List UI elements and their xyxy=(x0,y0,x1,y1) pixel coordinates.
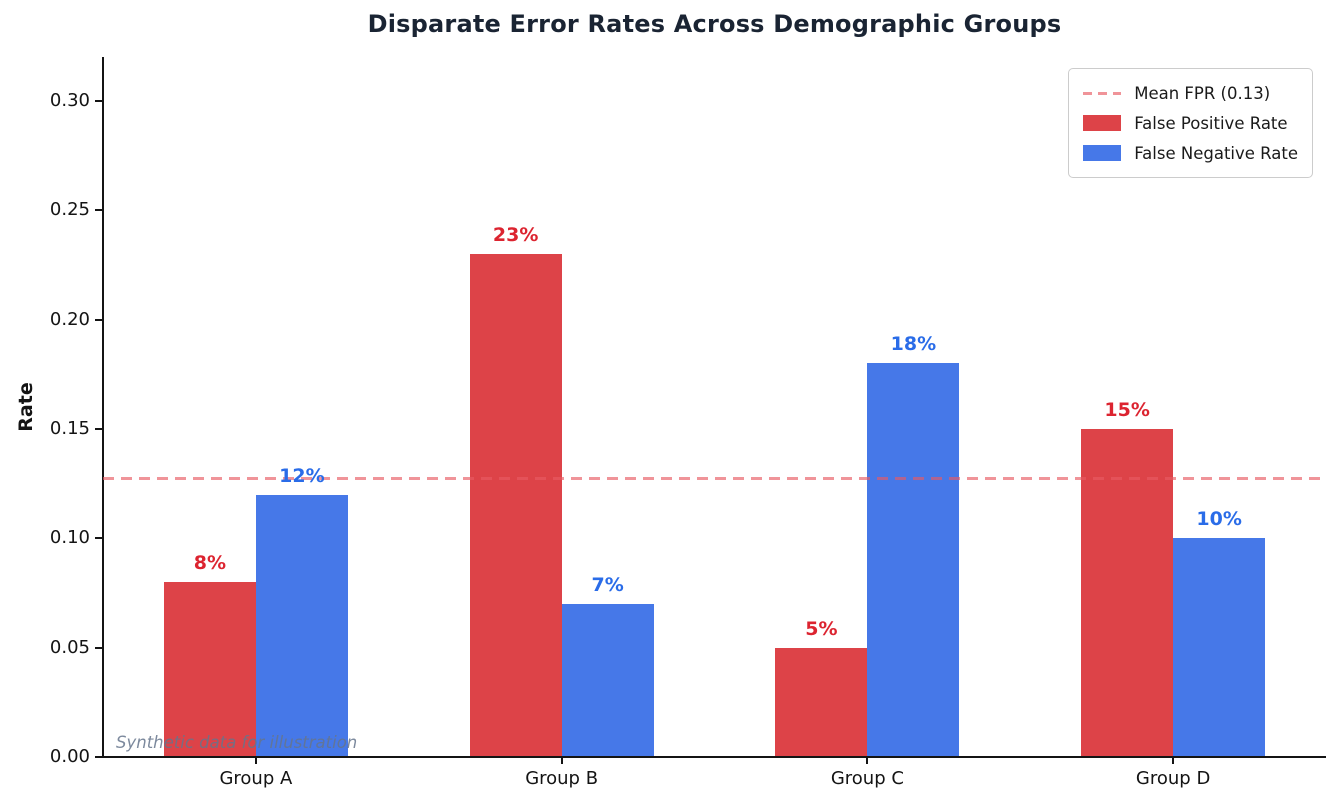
bar-false-positive-rate-group-a xyxy=(163,582,256,756)
bar-false-negative-rate-group-a xyxy=(255,494,348,756)
bar-false-positive-rate-group-b xyxy=(469,253,562,756)
y-tick-mark xyxy=(95,756,102,758)
bar-false-negative-rate-group-b xyxy=(561,603,654,756)
x-tick-mark xyxy=(866,758,869,764)
legend-label-false-negative-rate: False Negative Rate xyxy=(1134,143,1298,163)
bar-value-label-false-negative-rate-group-b: 7% xyxy=(591,573,624,596)
bar-value-label-false-positive-rate-group-d: 15% xyxy=(1104,398,1150,421)
x-tick-label-group-b: Group B xyxy=(525,768,599,789)
x-tick-label-group-d: Group D xyxy=(1135,768,1211,789)
annotation-note: Synthetic data for illustration xyxy=(116,733,358,752)
bar-false-negative-rate-group-d xyxy=(1173,538,1266,756)
x-tick-mark xyxy=(254,758,257,764)
y-tick-label: 0.30 xyxy=(49,89,90,111)
bar-value-label-false-positive-rate-group-c: 5% xyxy=(805,617,838,640)
legend-item-mean-fpr-0-13: Mean FPR (0.13) xyxy=(1083,78,1298,108)
bar-value-label-false-negative-rate-group-c: 18% xyxy=(890,333,937,356)
mean-fpr-line xyxy=(103,477,1326,481)
bar-false-positive-rate-group-c xyxy=(775,647,868,756)
legend-swatch-false-positive-rate xyxy=(1083,115,1122,131)
x-tick-label-group-c: Group C xyxy=(830,768,904,789)
x-tick-mark xyxy=(1172,758,1175,764)
y-tick-mark xyxy=(95,537,102,540)
legend-item-false-negative-rate: False Negative Rate xyxy=(1083,138,1298,168)
y-tick-mark xyxy=(95,209,102,212)
bar-value-label-false-positive-rate-group-a: 8% xyxy=(193,552,226,574)
bar-false-negative-rate-group-c xyxy=(867,363,960,756)
x-tick-label-group-a: Group A xyxy=(219,768,293,789)
y-tick-mark xyxy=(95,646,102,649)
legend-label-mean-fpr-0-13: Mean FPR (0.13) xyxy=(1134,83,1271,103)
y-tick-label: 0.15 xyxy=(49,417,90,439)
legend-swatch-false-negative-rate xyxy=(1083,145,1122,161)
x-tick-mark xyxy=(560,758,563,764)
y-tick-label: 0.25 xyxy=(49,199,90,221)
y-tick-label: 0.20 xyxy=(49,308,90,330)
y-tick-label: 0.05 xyxy=(49,636,90,658)
y-tick-label: 0.00 xyxy=(49,746,90,767)
legend-item-false-positive-rate: False Positive Rate xyxy=(1083,108,1298,138)
bar-false-positive-rate-group-d xyxy=(1081,428,1174,756)
y-tick-mark xyxy=(95,318,102,321)
bar-value-label-false-negative-rate-group-d: 10% xyxy=(1196,508,1242,531)
bar-value-label-false-negative-rate-group-a: 12% xyxy=(279,464,325,487)
x-axis-line xyxy=(102,756,1326,758)
bar-value-label-false-positive-rate-group-b: 23% xyxy=(492,223,539,246)
y-tick-mark xyxy=(95,99,102,102)
legend-label-false-positive-rate: False Positive Rate xyxy=(1134,113,1288,133)
y-axis-title: Rate xyxy=(15,382,37,432)
legend-swatch-mean-fpr-0-13 xyxy=(1083,91,1122,95)
chart-title: Disparate Error Rates Across Demographic… xyxy=(367,10,1062,38)
y-tick-mark xyxy=(95,427,102,430)
y-tick-label: 0.10 xyxy=(49,527,90,549)
legend: Mean FPR (0.13) False Positive Rate False … xyxy=(1068,68,1313,178)
y-axis-line xyxy=(102,57,104,758)
